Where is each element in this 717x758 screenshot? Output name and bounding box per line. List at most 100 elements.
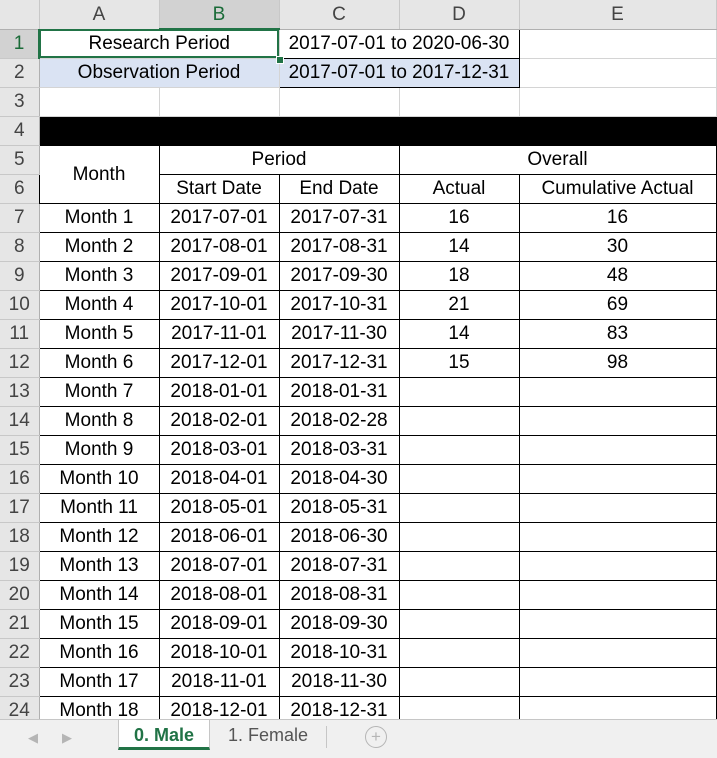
month-cell[interactable]: Month 3 [39, 261, 159, 290]
sheet-tab-female[interactable]: 1. Female [218, 720, 318, 750]
cumulative-actual-cell[interactable] [519, 435, 716, 464]
cumulative-actual-cell[interactable]: 48 [519, 261, 716, 290]
start-date-cell[interactable]: 2017-09-01 [159, 261, 279, 290]
end-date-cell[interactable]: 2017-11-30 [279, 319, 399, 348]
cell-e2[interactable] [519, 58, 716, 87]
end-date-cell[interactable]: 2018-11-30 [279, 667, 399, 696]
month-cell[interactable]: Month 12 [39, 522, 159, 551]
start-date-cell[interactable]: 2018-01-01 [159, 377, 279, 406]
actual-cell[interactable] [399, 406, 519, 435]
month-cell[interactable]: Month 2 [39, 232, 159, 261]
month-cell[interactable]: Month 8 [39, 406, 159, 435]
start-date-cell[interactable]: 2018-11-01 [159, 667, 279, 696]
actual-cell[interactable] [399, 580, 519, 609]
end-date-cell[interactable]: 2017-08-31 [279, 232, 399, 261]
start-date-cell[interactable]: 2018-02-01 [159, 406, 279, 435]
cell-d3[interactable] [399, 87, 519, 116]
end-date-cell[interactable]: 2017-07-31 [279, 203, 399, 232]
month-cell[interactable]: Month 5 [39, 319, 159, 348]
cumulative-actual-cell[interactable] [519, 377, 716, 406]
cumulative-actual-cell[interactable]: 98 [519, 348, 716, 377]
end-date-cell[interactable]: 2018-10-31 [279, 638, 399, 667]
month-cell[interactable]: Month 15 [39, 609, 159, 638]
period-header[interactable]: Period [159, 145, 399, 174]
actual-cell[interactable]: 21 [399, 290, 519, 319]
actual-cell[interactable] [399, 667, 519, 696]
research-period-label[interactable]: Research Period [39, 29, 279, 58]
row-header-5[interactable]: 5 [0, 145, 39, 174]
month-cell[interactable]: Month 4 [39, 290, 159, 319]
actual-header[interactable]: Actual [399, 174, 519, 203]
actual-cell[interactable] [399, 435, 519, 464]
row-header-16[interactable]: 16 [0, 464, 39, 493]
end-date-cell[interactable]: 2018-04-30 [279, 464, 399, 493]
month-cell[interactable]: Month 17 [39, 667, 159, 696]
row-header-4[interactable]: 4 [0, 116, 39, 145]
research-period-value[interactable]: 2017-07-01 to 2020-06-30 [279, 29, 519, 58]
start-date-cell[interactable]: 2018-08-01 [159, 580, 279, 609]
cumulative-actual-cell[interactable] [519, 551, 716, 580]
month-cell[interactable]: Month 7 [39, 377, 159, 406]
row-header-3[interactable]: 3 [0, 87, 39, 116]
column-header-e[interactable]: E [519, 0, 716, 29]
row-header-1[interactable]: 1 [0, 29, 39, 58]
cumulative-actual-cell[interactable] [519, 638, 716, 667]
row-header-11[interactable]: 11 [0, 319, 39, 348]
cell-e1[interactable] [519, 29, 716, 58]
actual-cell[interactable]: 15 [399, 348, 519, 377]
start-date-cell[interactable]: 2018-05-01 [159, 493, 279, 522]
cumulative-actual-cell[interactable]: 83 [519, 319, 716, 348]
table-title-banner[interactable]: Participants Eligible Overtime by Gender [39, 116, 716, 145]
actual-cell[interactable]: 14 [399, 319, 519, 348]
select-all-corner[interactable] [0, 0, 39, 29]
column-header-c[interactable]: C [279, 0, 399, 29]
month-cell[interactable]: Month 10 [39, 464, 159, 493]
start-date-cell[interactable]: 2018-07-01 [159, 551, 279, 580]
cumulative-actual-cell[interactable] [519, 580, 716, 609]
sheet-tab-male[interactable]: 0. Male [118, 720, 210, 750]
start-date-header[interactable]: Start Date [159, 174, 279, 203]
cumulative-actual-cell[interactable] [519, 406, 716, 435]
row-header-19[interactable]: 19 [0, 551, 39, 580]
actual-cell[interactable]: 16 [399, 203, 519, 232]
end-date-cell[interactable]: 2017-12-31 [279, 348, 399, 377]
fill-handle[interactable] [276, 56, 284, 64]
actual-cell[interactable] [399, 522, 519, 551]
cumulative-actual-cell[interactable] [519, 609, 716, 638]
end-date-cell[interactable]: 2018-01-31 [279, 377, 399, 406]
month-cell[interactable]: Month 13 [39, 551, 159, 580]
actual-cell[interactable] [399, 551, 519, 580]
overall-header[interactable]: Overall [399, 145, 716, 174]
column-header-a[interactable]: A [39, 0, 159, 29]
column-header-d[interactable]: D [399, 0, 519, 29]
actual-cell[interactable] [399, 464, 519, 493]
start-date-cell[interactable]: 2018-04-01 [159, 464, 279, 493]
row-header-2[interactable]: 2 [0, 58, 39, 87]
end-date-cell[interactable]: 2018-03-31 [279, 435, 399, 464]
start-date-cell[interactable]: 2017-08-01 [159, 232, 279, 261]
actual-cell[interactable] [399, 493, 519, 522]
month-cell[interactable]: Month 1 [39, 203, 159, 232]
cell-b3[interactable] [159, 87, 279, 116]
cumulative-actual-cell[interactable]: 69 [519, 290, 716, 319]
row-header-22[interactable]: 22 [0, 638, 39, 667]
nav-left-icon[interactable]: ◀ [28, 730, 38, 746]
column-header-b[interactable]: B [159, 0, 279, 29]
start-date-cell[interactable]: 2018-10-01 [159, 638, 279, 667]
start-date-cell[interactable]: 2017-10-01 [159, 290, 279, 319]
month-cell[interactable]: Month 9 [39, 435, 159, 464]
observation-period-value[interactable]: 2017-07-01 to 2017-12-31 [279, 58, 519, 87]
end-date-cell[interactable]: 2017-10-31 [279, 290, 399, 319]
cumulative-actual-header[interactable]: Cumulative Actual [519, 174, 716, 203]
row-header-12[interactable]: 12 [0, 348, 39, 377]
row-header-6[interactable]: 6 [0, 174, 39, 203]
nav-right-icon[interactable]: ▶ [62, 730, 72, 746]
observation-period-label[interactable]: Observation Period [39, 58, 279, 87]
row-header-15[interactable]: 15 [0, 435, 39, 464]
month-cell[interactable]: Month 11 [39, 493, 159, 522]
row-header-9[interactable]: 9 [0, 261, 39, 290]
end-date-cell[interactable]: 2018-09-30 [279, 609, 399, 638]
actual-cell[interactable] [399, 377, 519, 406]
actual-cell[interactable]: 18 [399, 261, 519, 290]
end-date-cell[interactable]: 2018-02-28 [279, 406, 399, 435]
